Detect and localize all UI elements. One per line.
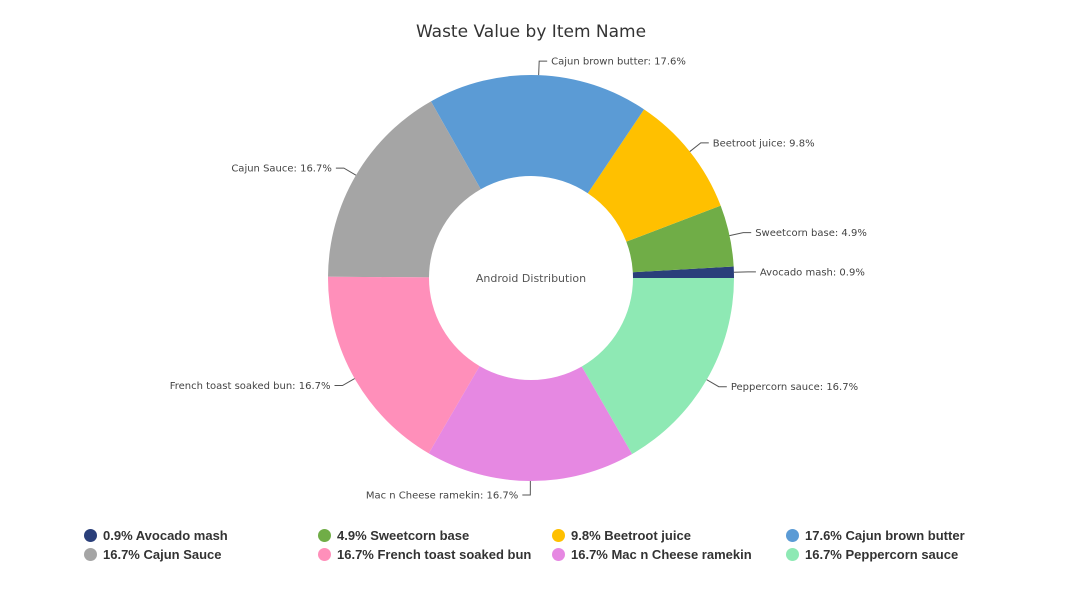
legend-item-beetroot-juice[interactable]: 9.8% Beetroot juice bbox=[552, 527, 786, 543]
leader-line-sweetcorn-base bbox=[729, 232, 752, 237]
legend-marker-icon bbox=[786, 528, 799, 542]
legend-item-mac-n-cheese-ramekin[interactable]: 16.7% Mac n Cheese ramekin bbox=[552, 546, 786, 562]
legend-label: 16.7% French toast soaked bun bbox=[337, 546, 532, 562]
legend-label: 16.7% Cajun Sauce bbox=[103, 546, 222, 562]
slice-avocado-mash[interactable] bbox=[632, 266, 734, 278]
slice-cajun-brown-butter[interactable] bbox=[430, 74, 645, 194]
leader-line-peppercorn-sauce bbox=[706, 379, 727, 388]
legend-label: 4.9% Sweetcorn base bbox=[337, 527, 470, 543]
slice-label-cajun-brown-butter: Cajun brown butter: 17.6% bbox=[551, 57, 686, 68]
slice-peppercorn-sauce[interactable] bbox=[581, 278, 734, 455]
legend-item-cajun-brown-butter[interactable]: 17.6% Cajun brown butter bbox=[786, 527, 1020, 543]
legend-label: 16.7% Peppercorn sauce bbox=[805, 546, 959, 562]
slice-label-avocado-mash: Avocado mash: 0.9% bbox=[760, 267, 865, 278]
slices-group bbox=[328, 74, 734, 481]
slice-mac-n-cheese-ramekin[interactable] bbox=[428, 366, 633, 481]
legend-label: 9.8% Beetroot juice bbox=[571, 527, 691, 543]
legend-item-peppercorn-sauce[interactable]: 16.7% Peppercorn sauce bbox=[786, 546, 1020, 562]
slice-label-sweetcorn-base: Sweetcorn base: 4.9% bbox=[755, 228, 867, 239]
legend-item-cajun-sauce[interactable]: 16.7% Cajun Sauce bbox=[84, 546, 318, 562]
slice-cajun-sauce[interactable] bbox=[328, 101, 481, 278]
slice-label-mac-n-cheese-ramekin: Mac n Cheese ramekin: 16.7% bbox=[366, 490, 518, 501]
legend-marker-icon bbox=[318, 547, 331, 561]
center-label: Android Distribution bbox=[476, 272, 586, 285]
legend-marker-icon bbox=[552, 547, 565, 561]
slice-label-french-toast-soaked-bun: French toast soaked bun: 16.7% bbox=[170, 381, 331, 392]
legend-item-french-toast-soaked-bun[interactable]: 16.7% French toast soaked bun bbox=[318, 546, 552, 562]
slice-label-beetroot-juice: Beetroot juice: 9.8% bbox=[713, 138, 815, 149]
leader-line-cajun-brown-butter bbox=[538, 60, 548, 76]
legend-item-sweetcorn-base[interactable]: 4.9% Sweetcorn base bbox=[318, 527, 552, 543]
slice-label-peppercorn-sauce: Peppercorn sauce: 16.7% bbox=[731, 382, 858, 393]
leader-line-cajun-sauce bbox=[335, 167, 357, 176]
labels-group: Avocado mash: 0.9% Sweetcorn base: 4.9% Be… bbox=[170, 57, 867, 502]
slice-label-cajun-sauce: Cajun Sauce: 16.7% bbox=[231, 164, 332, 175]
legend-label: 16.7% Mac n Cheese ramekin bbox=[571, 546, 752, 562]
legend-marker-icon bbox=[552, 528, 565, 542]
legend-item-avocado-mash[interactable]: 0.9% Avocado mash bbox=[84, 527, 318, 543]
chart-legend: 0.9% Avocado mash 4.9% Sweetcorn base 9.8%… bbox=[84, 527, 1044, 562]
legend-marker-icon bbox=[84, 547, 97, 561]
slice-beetroot-juice[interactable] bbox=[587, 109, 721, 242]
legend-label: 17.6% Cajun brown butter bbox=[805, 527, 965, 543]
legend-marker-icon bbox=[786, 547, 799, 561]
legend-marker-icon bbox=[318, 528, 331, 542]
legend-marker-icon bbox=[84, 528, 97, 542]
slice-sweetcorn-base[interactable] bbox=[626, 205, 734, 273]
leader-line-mac-n-cheese-ramekin bbox=[522, 480, 531, 496]
legend-label: 0.9% Avocado mash bbox=[103, 527, 228, 543]
slice-french-toast-soaked-bun[interactable] bbox=[328, 276, 480, 454]
leader-line-french-toast-soaked-bun bbox=[334, 378, 355, 387]
chart-title: Waste Value by Item Name bbox=[416, 22, 646, 42]
leader-line-beetroot-juice bbox=[689, 142, 709, 152]
